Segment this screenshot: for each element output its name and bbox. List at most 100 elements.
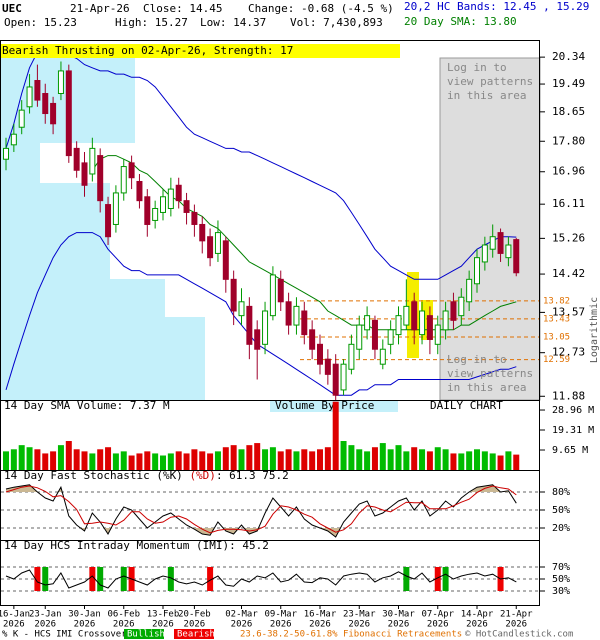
- imi-line: [5, 569, 517, 589]
- fib-label: 13.43: [543, 314, 570, 324]
- volume-bar: [293, 451, 300, 470]
- volume-bar: [120, 451, 127, 470]
- candle-body: [489, 236, 496, 250]
- axis-label: Logarithmic: [589, 297, 600, 363]
- candle-body: [450, 301, 457, 321]
- volume-bar: [309, 451, 316, 470]
- x-tick-year: 2026: [309, 620, 331, 630]
- crossover-bar: [120, 567, 127, 591]
- locked-area: [439, 57, 541, 401]
- close: Close: 14.45: [143, 2, 222, 15]
- volume-bar: [160, 455, 166, 470]
- daily-label: DAILY CHART: [430, 399, 503, 412]
- x-tick-label: 02-Mar: [225, 610, 258, 620]
- candle-body: [379, 348, 386, 365]
- y-tick-label: 20.34: [552, 50, 585, 63]
- candle-body: [442, 310, 449, 331]
- volume-bar: [269, 447, 276, 470]
- crossover-bar: [167, 567, 174, 591]
- lower-band: [5, 232, 517, 396]
- x-tick-label: 06-Feb: [107, 610, 140, 620]
- volume-bar: [50, 451, 57, 470]
- x-tick-year: 2026: [505, 620, 527, 630]
- volume-bar: [301, 449, 308, 470]
- x-tick-label: 23-Jan: [29, 610, 62, 620]
- candle-body: [426, 315, 433, 340]
- x-tick-label: 30-Jan: [68, 610, 101, 620]
- candle-body: [136, 180, 143, 202]
- x-tick-year: 2026: [184, 620, 206, 630]
- y-tick-label: 18.65: [552, 105, 585, 118]
- login-note: view patterns: [447, 75, 533, 88]
- volume-bar: [481, 451, 488, 470]
- candle-body: [332, 363, 339, 396]
- title-part: (%D): [189, 469, 216, 482]
- volume: Vol: 7,430,893: [290, 16, 383, 29]
- symbol: UEC: [2, 2, 22, 15]
- crossover-bar: [97, 567, 104, 591]
- volume-bar: [144, 451, 151, 470]
- volume-bar: [152, 453, 159, 470]
- candle-body: [395, 315, 402, 336]
- candle-body: [112, 192, 119, 225]
- candle-body: [419, 310, 426, 336]
- volume-by-price: [0, 183, 110, 279]
- volume-bar: [262, 449, 269, 470]
- pattern-label: Bearish Thrusting on 02-Apr-26, Strength…: [2, 44, 293, 57]
- candle-body: [222, 240, 229, 280]
- volume-bar: [348, 445, 355, 470]
- candle-body: [505, 244, 512, 259]
- volume-bar: [246, 445, 253, 470]
- x-tick-label: 23-Mar: [343, 610, 376, 620]
- volume-bar: [403, 451, 410, 470]
- x-tick-year: 2026: [427, 620, 449, 630]
- y-tick-label: 11.88: [552, 389, 585, 402]
- pattern-banner: [0, 44, 400, 58]
- candle-body: [262, 310, 269, 345]
- login-note: view patterns: [447, 367, 533, 380]
- stochastic-line: [5, 485, 517, 534]
- x-tick-year: 2026: [231, 620, 253, 630]
- volume-bar: [207, 453, 214, 470]
- volume-bar: [42, 453, 49, 470]
- volume-bar: [411, 447, 418, 470]
- high: High: 15.27: [115, 16, 188, 29]
- bullish-label: Bullish: [127, 630, 165, 640]
- candle-body: [34, 80, 41, 101]
- bands-readout: 20,2 HC Bands: 12.45 , 15.29: [404, 0, 589, 13]
- panel-title: 14 Day SMA Volume: 7.37 M: [4, 399, 170, 412]
- y-tick-label: 50%: [552, 505, 570, 516]
- login-note: in this area: [447, 89, 526, 102]
- candle-body: [183, 200, 190, 213]
- fib-label: 13.82: [543, 296, 570, 306]
- candle-body: [317, 343, 323, 365]
- candle-body: [160, 196, 166, 213]
- title-bg: [2, 401, 162, 412]
- y-tick-label: 16.96: [552, 165, 585, 178]
- candle-body: [309, 329, 316, 350]
- y-tick-label: 19.49: [552, 77, 585, 90]
- volume-bar: [458, 453, 465, 470]
- candle-body: [434, 324, 441, 345]
- candle-body: [364, 315, 371, 331]
- y-tick-label: 16.11: [552, 197, 585, 210]
- imi-frame: [0, 540, 540, 606]
- candle-body: [191, 211, 198, 225]
- x-tick-label: 13-Feb: [147, 610, 180, 620]
- volume-bar: [426, 451, 433, 470]
- candle-body: [120, 166, 127, 194]
- volume-bar: [97, 449, 104, 470]
- volume-bar: [466, 451, 473, 470]
- x-tick-label: 30-Mar: [382, 610, 415, 620]
- volume-bar: [191, 449, 198, 470]
- volume-bar: [10, 449, 17, 470]
- candle-body: [293, 305, 300, 326]
- y-tick-label: 19.31 M: [552, 425, 594, 436]
- crossover-bar: [89, 567, 96, 591]
- x-tick-label: 14-Apr: [461, 610, 494, 620]
- candle-body: [411, 301, 418, 331]
- y-tick-label: 9.65 M: [552, 445, 588, 456]
- bearish-label: Bearish: [177, 630, 215, 640]
- y-tick-label: 80%: [552, 487, 570, 498]
